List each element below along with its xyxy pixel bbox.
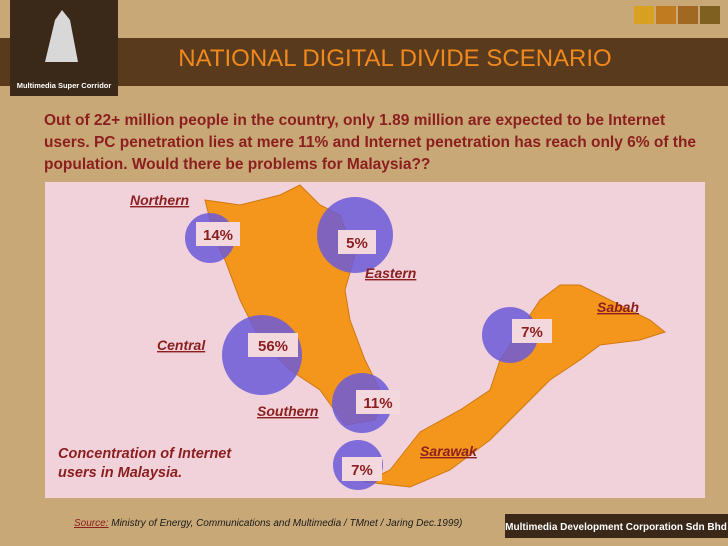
logo-text: Multimedia Super Corridor bbox=[17, 81, 112, 90]
region-value: 5% bbox=[346, 235, 368, 252]
logo-icon bbox=[45, 10, 78, 62]
borneo bbox=[363, 284, 667, 488]
value-box bbox=[196, 222, 240, 246]
body-text: Out of 22+ million people in the country… bbox=[44, 112, 697, 173]
value-box bbox=[338, 230, 376, 254]
region-name: Central bbox=[157, 337, 206, 353]
value-box bbox=[356, 390, 400, 414]
value-box bbox=[342, 457, 382, 481]
title-band bbox=[0, 38, 728, 86]
source-text: Ministry of Energy, Communications and M… bbox=[111, 518, 463, 529]
caption: Concentration of Internet users in Malay… bbox=[58, 446, 232, 481]
region-name: Sabah bbox=[597, 299, 639, 315]
region-name: Sarawak bbox=[420, 443, 478, 459]
region-value: 11% bbox=[363, 395, 392, 412]
region-name: Eastern bbox=[365, 265, 416, 281]
region-value: 56% bbox=[258, 338, 288, 355]
title: NATIONAL DIGITAL DIVIDE SCENARIO bbox=[178, 45, 611, 72]
region-value: 14% bbox=[203, 227, 233, 244]
value-box bbox=[512, 319, 552, 343]
source: Source: Ministry of Energy, Communicatio… bbox=[74, 518, 462, 529]
source-label: Source: bbox=[74, 518, 109, 529]
region-value: 7% bbox=[351, 462, 373, 479]
region-value: 7% bbox=[521, 324, 543, 341]
region-name: Northern bbox=[130, 192, 189, 208]
icons bbox=[634, 6, 720, 24]
region-name: Southern bbox=[257, 403, 318, 419]
value-box bbox=[248, 333, 298, 357]
